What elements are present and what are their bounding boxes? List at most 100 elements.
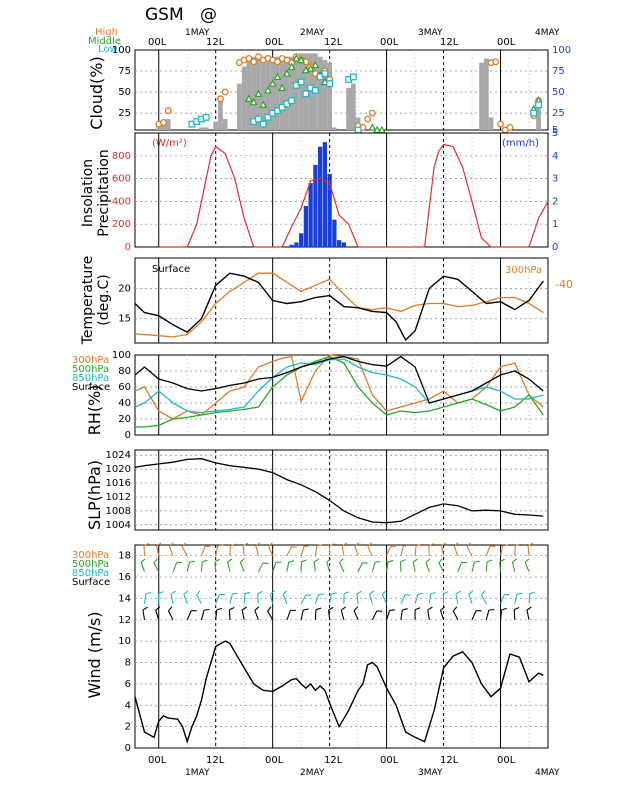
bottom-day-label: 3MAY (418, 768, 443, 778)
wind-barb-staff (427, 609, 430, 620)
wind-barb-staff (341, 545, 345, 556)
wind-barb (326, 558, 332, 572)
total-cloud-bar (275, 56, 280, 130)
wind-barb-flag (504, 593, 510, 596)
middle-cloud-point (273, 72, 282, 81)
wind-barb (514, 592, 523, 604)
wind-barb (181, 542, 188, 556)
wind-barb (526, 606, 532, 620)
wind-barb-flag (202, 559, 208, 563)
insolation_precipitation-ytick-label: 800 (112, 151, 131, 162)
wind-barb-flag (414, 607, 421, 611)
wind-barb (183, 590, 189, 604)
wind-barb (268, 542, 274, 556)
high-cloud-point (250, 58, 258, 66)
total-cloud-bar (260, 60, 266, 130)
total-cloud-bar (251, 56, 257, 130)
wind-barb-flag (342, 542, 348, 547)
total-cloud-bar (241, 66, 247, 130)
legend-low-label: Low (98, 44, 118, 55)
wind-barb-flag (169, 542, 174, 547)
wind-barb-flag (329, 543, 335, 547)
low-cloud-point (302, 90, 310, 98)
wind-barb-staff (499, 545, 504, 556)
wind-barb (200, 545, 211, 556)
sea_level_pressure-ytick-label: 1004 (106, 520, 131, 531)
wind-barb-flag (527, 542, 533, 547)
bottom-tick-label: 12L (206, 755, 225, 766)
wind-barb-staff (440, 545, 445, 556)
wind-barb (386, 609, 396, 620)
wind-barb (241, 606, 247, 620)
temperature-ytick-label: 20 (118, 283, 131, 294)
wind-barb-staff (255, 545, 259, 556)
precip-bar (336, 240, 342, 247)
bottom-tick-label: 00L (497, 755, 516, 766)
wind-axis-title: Wind (m/s) (85, 611, 104, 698)
wind-barb-staff (453, 546, 459, 556)
wind-barb (524, 558, 530, 572)
rh-legend-300: 300hPa (72, 355, 109, 366)
wind-barb (143, 542, 150, 556)
wind-frame (134, 544, 549, 749)
wind-barb-staff (239, 562, 245, 572)
middle-cloud-point (311, 60, 320, 69)
middle-cloud-point (249, 97, 258, 106)
total-cloud-bar (346, 87, 351, 130)
wind-barb-flag (205, 545, 211, 547)
wind-barb-flag (230, 543, 236, 547)
insolation_precipitation-ytick-right-label: 3 (552, 174, 558, 185)
temp-300hpa-line (134, 272, 544, 338)
wind-barb-staff (412, 561, 416, 572)
wind-barb (386, 559, 394, 572)
wind-barb-flag (326, 558, 332, 563)
high-cloud-point (221, 88, 229, 96)
wind-barb-flag (389, 609, 396, 611)
wind-barb-staff (214, 561, 217, 572)
wind-barb-flag (390, 545, 397, 548)
bottom-tick-label: 00L (148, 755, 167, 766)
low-cloud-point (354, 126, 362, 134)
precip-bar (318, 146, 323, 247)
low-cloud-point (326, 80, 334, 88)
bottom-tick-label: 00L (380, 755, 399, 766)
wind-barb (400, 608, 408, 620)
legend-high-label: High (95, 27, 118, 38)
high-cloud-point (364, 115, 372, 123)
wind-barb-flag (142, 606, 148, 611)
wind-barb-flag (417, 593, 424, 595)
wind-barb-flag (313, 558, 320, 563)
temperature-axis-title-2: (deg.C) (96, 274, 112, 326)
rh-axis-title: RH(%) (85, 385, 104, 436)
high-cloud-point (368, 109, 376, 117)
wind-barb (172, 561, 183, 572)
high-cloud-point (492, 58, 500, 66)
low-cloud-point (264, 113, 272, 121)
wind-barb-flag (181, 542, 186, 548)
wind-barb (400, 544, 409, 556)
wind-barb-flag (461, 561, 468, 564)
relative_humidity-ytick-label: 20 (118, 414, 131, 425)
wind-barb-flag (526, 606, 532, 611)
wind-barb-flag (244, 591, 251, 595)
wind-barb-flag (356, 590, 362, 595)
total-cloud-bar (332, 127, 337, 130)
wind-barb (485, 559, 493, 572)
temperature-ytick-label: 15 (118, 314, 131, 325)
wind-barb (300, 608, 309, 620)
top-tick-label: 00L (497, 37, 516, 48)
insolation-axis-title-1: Insolation (80, 159, 96, 227)
wind-barb (143, 591, 152, 604)
wind-barb (286, 609, 296, 620)
insolation-axis-title-2: Precipitation (96, 149, 112, 237)
total-cloud-bar (284, 58, 290, 130)
wind-barb (242, 542, 249, 556)
wind-barb-staff (371, 610, 378, 621)
wind-barb-staff (500, 594, 505, 604)
high-cloud-point (273, 58, 281, 66)
top-time-axis: 00L 12L 00L 12L 00L 12L 00L 1MAY 2MAY 3M… (148, 28, 560, 48)
wind-barb (368, 590, 375, 604)
insolation_precipitation-frame (134, 132, 549, 248)
precip-bar (294, 242, 299, 247)
precip-unit-label: (mm/h) (502, 138, 539, 149)
